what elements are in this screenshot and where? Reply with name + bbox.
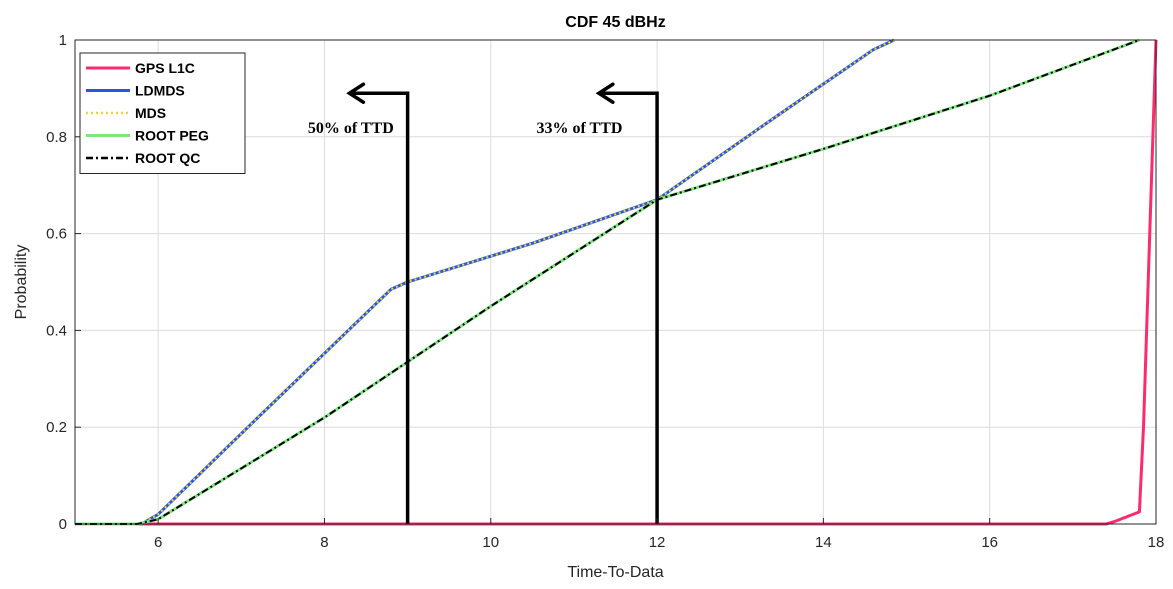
legend-label: LDMDS [135, 83, 185, 99]
annotation-arrowhead-1 [346, 82, 366, 104]
annotation-label-2: 33% of TTD [537, 120, 623, 137]
legend-label: MDS [135, 105, 166, 121]
legend: GPS L1C LDMDS MDS ROOT PEG ROOT QC [79, 52, 246, 174]
y-tick-label: 0.8 [46, 129, 67, 146]
y-axis-label: Probability [13, 245, 30, 320]
y-tick-label: 1 [59, 32, 67, 49]
y-tick-label: 0.2 [46, 419, 67, 436]
legend-label: GPS L1C [135, 60, 195, 76]
y-tick-label: 0.6 [46, 226, 67, 243]
x-tick-label: 8 [320, 534, 328, 551]
x-tick-label: 12 [649, 534, 666, 551]
tick-labels: 6 8 10 12 14 16 18 0 0.2 0.4 0.6 0.8 1 [46, 32, 1164, 551]
grid-lines [75, 40, 1156, 524]
annotation-label-1: 50% of TTD [308, 120, 394, 137]
x-tick-label: 6 [154, 534, 162, 551]
y-tick-label: 0.4 [46, 322, 67, 339]
y-tick-label: 0 [59, 516, 67, 533]
x-tick-label: 16 [981, 534, 998, 551]
legend-label: ROOT PEG [135, 128, 209, 144]
annotation-arrow-1 [349, 91, 410, 524]
chart-title: CDF 45 dBHz [565, 14, 665, 31]
annotation-arrow-2 [598, 91, 659, 524]
x-tick-label: 10 [482, 534, 499, 551]
series-line-root-peg [75, 38, 1140, 526]
annotation-arrowhead-2 [595, 82, 615, 104]
annotations: 50% of TTD 33% of TTD [308, 82, 659, 524]
legend-label: ROOT QC [135, 150, 200, 166]
plot-frame [74, 39, 1157, 525]
x-tick-label: 18 [1148, 534, 1165, 551]
x-axis-label: Time-To-Data [567, 564, 663, 581]
x-tick-label: 14 [815, 534, 832, 551]
